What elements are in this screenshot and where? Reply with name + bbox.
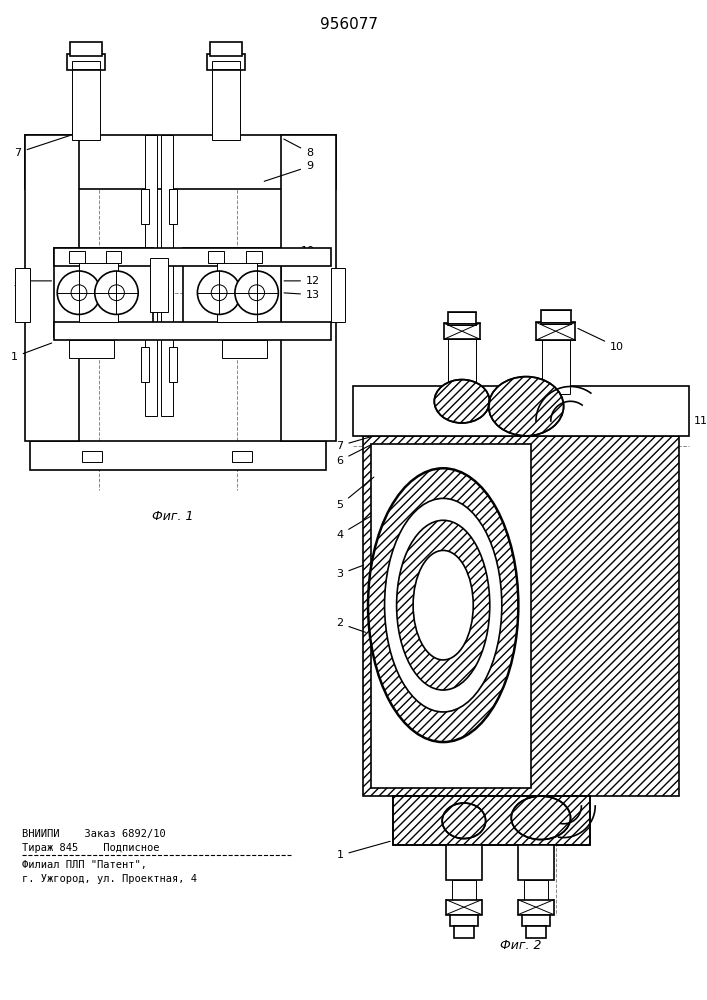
Circle shape — [71, 285, 87, 301]
Bar — [54, 248, 331, 266]
Bar — [169, 189, 177, 224]
Bar — [536, 322, 575, 340]
Text: 956077: 956077 — [320, 17, 378, 32]
Text: г. Ужгород, ул. Проектная, 4: г. Ужгород, ул. Проектная, 4 — [22, 874, 197, 884]
Bar — [207, 54, 245, 70]
Text: 10: 10 — [578, 328, 624, 352]
Ellipse shape — [489, 377, 563, 436]
Bar — [209, 251, 224, 263]
Ellipse shape — [442, 803, 486, 839]
Bar — [541, 310, 571, 324]
Bar — [246, 251, 262, 263]
Text: ВНИИПИ    Заказ 6892/10: ВНИИПИ Заказ 6892/10 — [22, 829, 165, 839]
Text: Фиг. 1: Фиг. 1 — [152, 510, 194, 523]
Text: 8: 8 — [284, 139, 313, 158]
Text: 3: 3 — [337, 565, 363, 579]
Text: 9: 9 — [264, 161, 313, 181]
Bar — [446, 900, 481, 915]
Bar — [72, 66, 100, 140]
Bar — [69, 340, 114, 358]
Bar — [281, 135, 336, 441]
Bar — [522, 915, 550, 926]
Bar — [446, 845, 481, 880]
Bar — [448, 337, 476, 391]
Ellipse shape — [511, 796, 571, 840]
Text: 12: 12 — [284, 276, 320, 286]
Bar — [141, 347, 149, 382]
Bar — [393, 796, 590, 845]
Circle shape — [109, 285, 124, 301]
Bar — [79, 263, 119, 322]
Bar — [182, 248, 281, 337]
Ellipse shape — [397, 520, 490, 690]
Bar — [444, 323, 480, 339]
Text: 7: 7 — [15, 136, 69, 158]
Text: 13: 13 — [284, 290, 320, 300]
Ellipse shape — [385, 498, 502, 712]
Bar — [524, 880, 548, 900]
Bar — [217, 263, 257, 322]
Circle shape — [211, 285, 227, 301]
Bar — [145, 135, 157, 416]
Bar — [393, 796, 590, 845]
Text: Фиг. 2: Фиг. 2 — [501, 939, 542, 952]
Bar — [54, 322, 331, 340]
Text: 4: 4 — [337, 516, 370, 540]
Circle shape — [57, 271, 100, 314]
Bar — [212, 66, 240, 140]
Text: 6: 6 — [337, 445, 370, 466]
Bar — [54, 248, 153, 337]
Bar — [30, 441, 326, 470]
Text: 1: 1 — [11, 343, 52, 362]
Bar — [15, 268, 30, 322]
Bar — [161, 135, 173, 416]
Bar — [542, 337, 570, 394]
Bar — [141, 189, 149, 224]
Bar — [150, 258, 168, 312]
Bar — [454, 926, 474, 938]
Bar — [526, 926, 546, 938]
Bar — [25, 135, 79, 441]
Bar — [105, 251, 122, 263]
Bar — [232, 451, 252, 462]
Bar — [450, 915, 478, 926]
Bar — [448, 312, 476, 325]
Bar — [222, 340, 267, 358]
Text: 2: 2 — [337, 618, 366, 632]
Circle shape — [249, 285, 264, 301]
Bar — [331, 268, 346, 322]
Bar — [210, 42, 242, 56]
Bar — [82, 451, 102, 462]
Ellipse shape — [368, 468, 518, 742]
Text: Филиал ПЛП "Патент",: Филиал ПЛП "Патент", — [22, 860, 147, 870]
Text: 5: 5 — [337, 477, 374, 510]
Bar — [371, 444, 531, 788]
Bar — [70, 42, 102, 56]
Bar — [452, 880, 476, 900]
Bar — [72, 61, 100, 69]
Circle shape — [235, 271, 279, 314]
Bar — [518, 845, 554, 880]
Text: 1: 1 — [337, 841, 390, 860]
Text: 10: 10 — [284, 246, 315, 262]
Ellipse shape — [434, 380, 489, 423]
Bar — [169, 347, 177, 382]
Bar — [363, 436, 679, 796]
Bar — [25, 135, 336, 189]
Text: 11: 11 — [573, 416, 707, 426]
Circle shape — [95, 271, 138, 314]
Bar — [354, 386, 689, 436]
Text: Тираж 845    Подписное: Тираж 845 Подписное — [22, 843, 159, 853]
Bar — [69, 251, 85, 263]
Bar — [518, 900, 554, 915]
Bar — [212, 61, 240, 69]
Text: J: J — [15, 276, 52, 286]
Ellipse shape — [413, 550, 473, 660]
Bar — [67, 54, 105, 70]
Circle shape — [197, 271, 241, 314]
Text: 7: 7 — [337, 417, 440, 451]
